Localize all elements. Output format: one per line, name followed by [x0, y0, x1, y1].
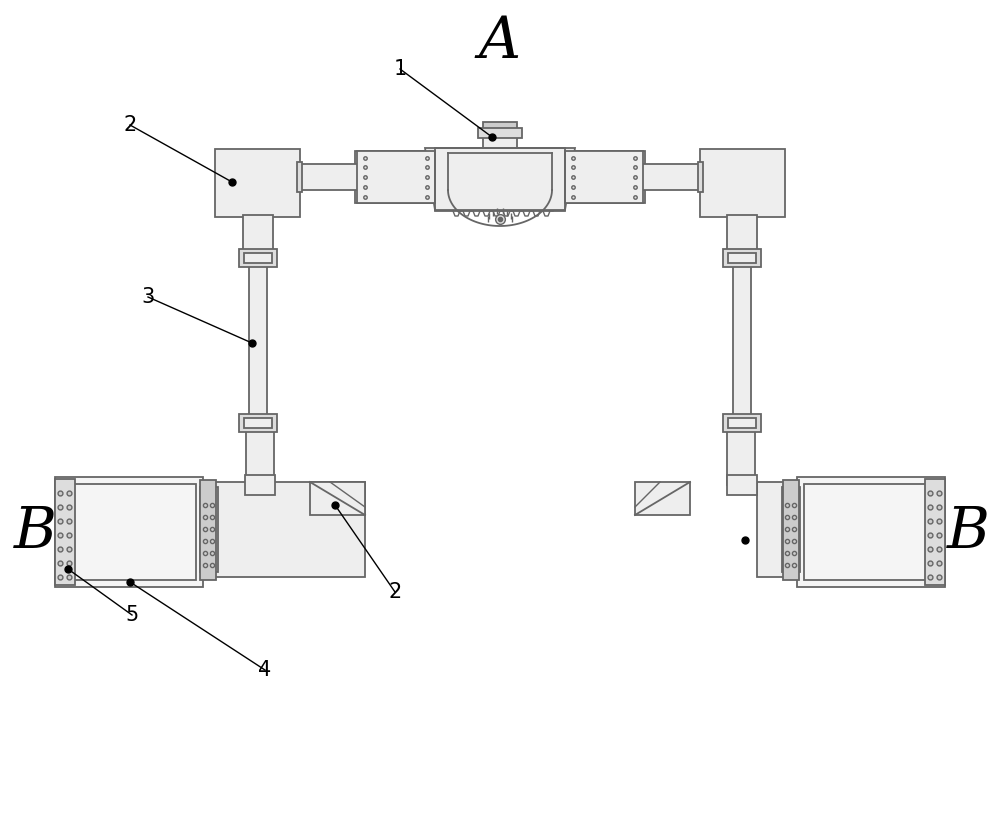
Bar	[483, 136, 517, 148]
Text: 2: 2	[388, 582, 402, 602]
Bar	[565, 151, 643, 203]
Bar	[700, 149, 785, 217]
Text: B: B	[947, 504, 989, 560]
Bar	[478, 128, 522, 138]
Bar	[698, 162, 703, 192]
Text: A: A	[479, 14, 521, 70]
Bar	[244, 418, 272, 428]
Bar	[245, 475, 275, 495]
Bar	[783, 480, 799, 580]
Polygon shape	[635, 482, 690, 515]
Bar	[723, 414, 761, 432]
Bar	[239, 414, 277, 432]
Bar	[298, 164, 358, 190]
Bar	[244, 253, 272, 263]
Bar	[723, 249, 761, 267]
Bar	[728, 418, 756, 428]
Bar	[55, 479, 75, 585]
Text: 4: 4	[258, 660, 272, 680]
Bar	[727, 430, 755, 485]
Bar	[200, 487, 218, 572]
Bar	[246, 430, 274, 485]
Bar	[757, 482, 907, 577]
Bar	[62, 484, 196, 580]
Bar	[239, 249, 277, 267]
Text: B: B	[14, 504, 56, 560]
Bar	[200, 480, 216, 580]
Bar	[782, 487, 800, 572]
Bar	[243, 215, 273, 250]
Text: 2: 2	[123, 115, 137, 135]
Bar	[215, 482, 365, 577]
Bar	[733, 265, 751, 415]
Text: 3: 3	[141, 287, 155, 307]
Bar	[797, 477, 945, 587]
Bar	[55, 477, 203, 587]
Polygon shape	[425, 148, 575, 210]
Text: 1: 1	[393, 59, 407, 79]
Bar	[727, 475, 757, 495]
Bar	[249, 265, 267, 415]
Bar	[355, 151, 645, 203]
Polygon shape	[310, 482, 365, 515]
Bar	[483, 122, 517, 130]
Bar	[215, 149, 300, 217]
Bar	[804, 484, 938, 580]
Bar	[925, 479, 945, 585]
Bar	[357, 151, 435, 203]
Bar	[728, 253, 756, 263]
Bar	[297, 162, 302, 192]
Text: 5: 5	[125, 605, 139, 625]
Bar	[727, 215, 757, 250]
Bar	[642, 164, 702, 190]
Bar	[435, 148, 565, 211]
